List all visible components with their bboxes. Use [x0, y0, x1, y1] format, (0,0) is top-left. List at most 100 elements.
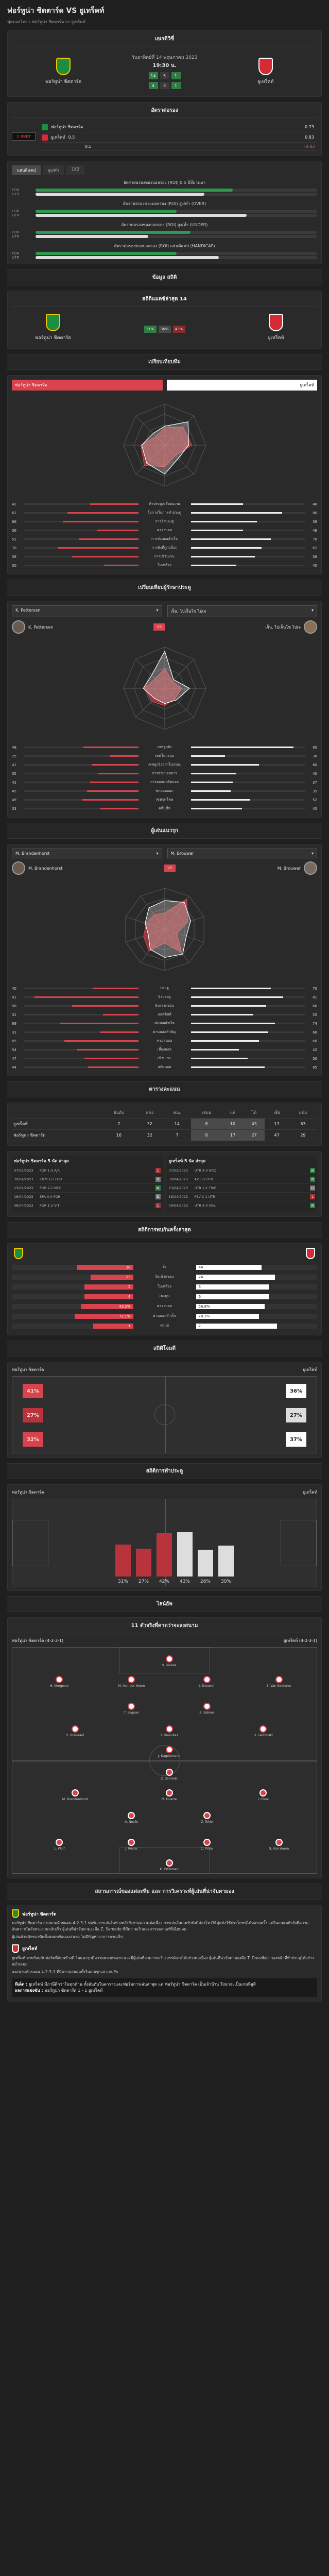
table-header: ตารางคะแนน [7, 1081, 322, 1097]
table-row[interactable]: ฟอร์ทูน่า ซิตตาร์ด 16 32 7 8 17 27 47 29 [12, 1129, 317, 1141]
player-marker[interactable] [203, 1811, 211, 1819]
player-name: H. Viergever [49, 1684, 69, 1688]
recent-match-row[interactable]: 07/05/2023 FOR 1-3 AJA L [14, 1166, 161, 1175]
tab-over-under[interactable]: สูง/ต่ำ [43, 165, 64, 175]
home-team[interactable]: ฟอร์ทูน่า ซิตตาร์ด [32, 58, 94, 85]
player-marker[interactable] [128, 1811, 135, 1819]
score-label: ผลการแข่งขัน : [15, 1988, 43, 1993]
team-cell: ยูเทร็คท์ [12, 1118, 102, 1130]
stat-left-bar [24, 773, 138, 774]
trend-team: FOR [12, 251, 20, 256]
player-marker[interactable] [71, 1789, 79, 1797]
player-marker[interactable] [56, 1839, 63, 1846]
trend-fill [36, 256, 219, 259]
fw-select-left[interactable]: M. Brandenhorst ▾ [12, 849, 162, 858]
trend-team: UTR [12, 256, 20, 260]
stat-name: ครองบอล [157, 528, 172, 532]
score-box: 1 [171, 72, 181, 79]
stat-bar-row: 49 เซฟจุดโทษ 52 [12, 795, 317, 804]
player-marker[interactable] [203, 1675, 211, 1683]
away-attack-center: 27% [286, 1408, 306, 1422]
stat-left-fill [72, 1005, 138, 1007]
chevron-down-icon: ▾ [311, 851, 314, 856]
gk-select-left[interactable]: K. Pettersen ▾ [12, 605, 162, 617]
fw-radar-chart [125, 888, 204, 971]
h2h-stat-name: ยิง [162, 1265, 167, 1269]
stat-right-fill [191, 1049, 239, 1050]
player-marker[interactable] [56, 1675, 63, 1683]
player-marker[interactable] [165, 1859, 173, 1867]
recent-match-row[interactable]: 09/04/2023 UTR 2-0 VOL W [168, 1201, 315, 1210]
recent-match-row[interactable]: 30/04/2023 AZ 1-2 UTR W [168, 1175, 315, 1184]
h2h-right-value: 3 [198, 1284, 201, 1289]
recent-match-row[interactable]: 23/04/2023 FOR 2-1 NEC W [14, 1184, 161, 1193]
trend-block: อัตราต่อรองของบอลรอง (ROI) แฮนดิแคป (HAN… [12, 243, 317, 260]
player-marker[interactable] [71, 1725, 79, 1733]
result-badge: L [155, 1168, 161, 1173]
home-attack-center: 27% [23, 1408, 43, 1422]
gk-select-right[interactable]: เจ็น. ไปเจ็นโซ ไปเจ ▾ [167, 605, 317, 617]
stat-left-value: 66 [12, 519, 16, 524]
stat-left-value: 65 [12, 1039, 16, 1043]
table-cell: 43 [244, 1118, 265, 1130]
fw-select-right[interactable]: M. Brouwer ▾ [167, 849, 317, 858]
breadcrumb[interactable]: ฟุตบอลไทย › ฟอร์ทูน่า ซิตตาร์ด vs ยูเทร็… [7, 20, 85, 24]
stat-right-value: 56 [313, 554, 317, 559]
recent-match-row[interactable]: 08/04/2023 FOR 1-2 VIT L [14, 1201, 161, 1210]
radar-home-series [143, 899, 188, 953]
h2h-left-fill [75, 1313, 133, 1319]
stat-right-bar [191, 808, 305, 809]
h2h-header: สถิติการพบกันครั้งล่าสุด [7, 1222, 322, 1238]
h2h-right-bar: 24 [196, 1274, 317, 1280]
player-marker[interactable] [128, 1675, 135, 1683]
player-marker[interactable] [275, 1675, 283, 1683]
notes-home-text-2: ผู้เล่นตัวหลักของทีมทั้งหมดพร้อมลงสนาม ไ… [12, 1935, 123, 1940]
trend-team: UTR [12, 234, 20, 239]
stat-left-fill [90, 782, 138, 783]
bookmaker-logo[interactable]: 1 XBET [12, 132, 36, 141]
player-marker[interactable] [165, 1746, 173, 1753]
recent-match-row[interactable]: 23/04/2023 UTR 1-1 TWE D [168, 1184, 315, 1193]
player-marker[interactable] [165, 1769, 173, 1776]
stat-right-fill [191, 530, 244, 531]
odds-header: อัตราต่อรอง [12, 107, 317, 118]
player-marker[interactable] [259, 1789, 267, 1797]
player-marker[interactable] [275, 1839, 283, 1846]
recent-match-row[interactable]: 16/04/2023 PSV 2-1 UTR L [168, 1193, 315, 1201]
stat-bar-row: 65 ครอสบอล 60 [12, 1037, 317, 1045]
stat-left-bar [24, 512, 138, 514]
away-team[interactable]: ยูเทร็คท์ [235, 58, 297, 85]
score-row-1: 14 5 1 [132, 72, 198, 79]
stat-left-value: 44 [12, 1065, 16, 1070]
odds-row[interactable]: ยูเทร็คท์ 0.5 0.83 [42, 132, 317, 143]
player-marker[interactable] [128, 1703, 135, 1710]
player-marker[interactable] [203, 1839, 211, 1846]
trend-team: FOR [12, 230, 20, 234]
stat-left-fill [64, 1040, 138, 1042]
player-marker[interactable] [203, 1703, 211, 1710]
recent-match-row[interactable]: 07/05/2023 UTR 3-0 GRO W [168, 1166, 315, 1175]
player-marker[interactable] [259, 1725, 267, 1733]
player-marker[interactable] [165, 1725, 173, 1733]
tab-1x2[interactable]: 1X2 [66, 165, 85, 175]
tab-handicap[interactable]: แฮนดิแคป [12, 165, 41, 175]
recent-match-row[interactable]: 16/04/2023 SPA 0-0 FOR D [14, 1193, 161, 1201]
stat-left-value: 58 [12, 1004, 16, 1008]
away-team-name: ยูเทร็คท์ [268, 335, 284, 341]
stat-left-value: 70 [12, 546, 16, 550]
compare-home[interactable]: ฟอร์ทูน่า ซิตตาร์ด [12, 380, 163, 391]
player-marker[interactable] [165, 1655, 173, 1663]
player-marker[interactable] [128, 1839, 135, 1846]
recent-match-row[interactable]: 30/04/2023 EMM 1-1 FOR D [14, 1175, 161, 1184]
match-score: UTR 1-1 TWE [194, 1186, 217, 1190]
stat-left-fill [90, 503, 138, 505]
stat-right-fill [191, 773, 237, 774]
h2h-stat-name: ผ่านบอลสำเร็จ [153, 1314, 176, 1318]
odds-row[interactable]: ฟอร์ทูน่า ซิตตาร์ด 0.73 [42, 122, 317, 132]
compare-away[interactable]: ยูเทร็คท์ [166, 380, 317, 391]
odds-row[interactable]: 0.5 -0.83 [42, 143, 317, 151]
h2h-left-fill [84, 1294, 133, 1299]
stat-right-bar [191, 547, 305, 549]
player-marker[interactable] [165, 1789, 173, 1797]
table-row[interactable]: ยูเทร็คท์ 7 32 14 8 10 43 17 63 [12, 1118, 317, 1130]
